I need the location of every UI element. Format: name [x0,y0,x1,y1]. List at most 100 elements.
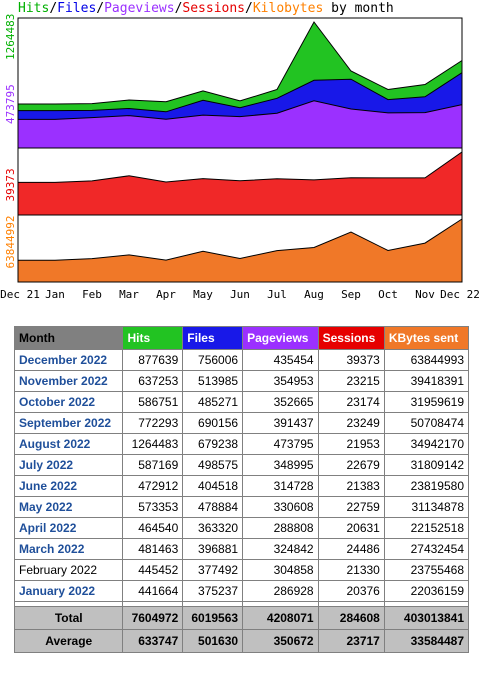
series-area-sessions [17,151,463,216]
cell-kbytes: 23819580 [383,475,470,497]
average-row-sessions: 23717 [317,629,385,653]
cell-kbytes: 31959619 [383,391,470,413]
month-link[interactable]: May 2022 [13,496,124,518]
cell-sessions: 22759 [317,496,385,518]
month-link[interactable]: January 2022 [13,580,124,602]
cell-hits: 464540 [122,517,184,539]
cell-kbytes: 63844993 [383,349,470,371]
month-link[interactable]: July 2022 [13,454,124,476]
cell-sessions: 23174 [317,391,385,413]
table-row: July 2022 587169 498575 348995 22679 31809142 [13,454,470,476]
month-link[interactable]: March 2022 [13,538,124,560]
title-part-3: / [96,1,105,16]
cell-files: 485271 [182,391,244,413]
cell-hits: 586751 [122,391,184,413]
title-part-9: by month [323,1,394,16]
cell-sessions: 39373 [317,349,385,371]
monthly-stats-table: Month Hits Files Pageviews Sessions KBytes se… [13,326,470,653]
x-tick-label-10: Oct [378,288,398,301]
title-part-0: Hits [18,1,50,16]
month-link[interactable]: December 2022 [13,349,124,371]
table-row: August 2022 1264483 679238 473795 21953 34942… [13,433,470,455]
cell-pageviews: 304858 [242,559,319,581]
table-row: September 2022 772293 690156 391437 23249 507… [13,412,470,434]
average-row-label: Average [13,629,124,653]
cell-kbytes: 39418391 [383,370,470,392]
cell-pageviews: 288808 [242,517,319,539]
total-row-kbytes: 403013841 [383,606,470,630]
month-link: February 2022 [13,559,124,581]
cell-files: 478884 [182,496,244,518]
cell-sessions: 24486 [317,538,385,560]
cell-hits: 573353 [122,496,184,518]
cell-kbytes: 50708474 [383,412,470,434]
cell-files: 756006 [182,349,244,371]
average-row-kbytes: 33584487 [383,629,470,653]
cell-kbytes: 23755468 [383,559,470,581]
series-area-kilobytes [17,218,463,283]
table-spacer [13,601,470,607]
col-header-hits: Hits [122,326,184,350]
cell-files: 396881 [182,538,244,560]
title-part-2: Files [57,1,97,16]
cell-kbytes: 34942170 [383,433,470,455]
x-tick-label-11: Nov [415,288,435,301]
col-header-sessions: Sessions [317,326,385,350]
col-header-files: Files [182,326,244,350]
month-link[interactable]: October 2022 [13,391,124,413]
table-row: April 2022 464540 363320 288808 20631 2215251… [13,517,470,539]
total-row-hits: 7604972 [122,606,184,630]
total-row-sessions: 284608 [317,606,385,630]
cell-hits: 472912 [122,475,184,497]
average-row-hits: 633747 [122,629,184,653]
month-link[interactable]: August 2022 [13,433,124,455]
x-tick-label-7: Jul [267,288,287,301]
cell-kbytes: 22152518 [383,517,470,539]
cell-files: 513985 [182,370,244,392]
cell-pageviews: 324842 [242,538,319,560]
cell-hits: 481463 [122,538,184,560]
x-tick-label-0: Dec 21 [0,288,40,301]
x-tick-label-6: Jun [230,288,250,301]
table-row: December 2022 877639 756006 435454 39373 6384… [13,349,470,371]
cell-hits: 445452 [122,559,184,581]
cell-pageviews: 435454 [242,349,319,371]
cell-pageviews: 314728 [242,475,319,497]
col-header-month: Month [13,326,124,350]
cell-kbytes: 27432454 [383,538,470,560]
title-part-8: Kilobytes [252,1,324,16]
x-tick-label-3: Mar [119,288,139,301]
month-link[interactable]: November 2022 [13,370,124,392]
cell-hits: 877639 [122,349,184,371]
cell-hits: 587169 [122,454,184,476]
cell-pageviews: 330608 [242,496,319,518]
x-tick-label-2: Feb [82,288,102,301]
cell-sessions: 20376 [317,580,385,602]
cell-pageviews: 348995 [242,454,319,476]
cell-sessions: 21383 [317,475,385,497]
cell-files: 377492 [182,559,244,581]
title-part-6: Sessions [182,1,246,16]
cell-kbytes: 22036159 [383,580,470,602]
title-part-7: / [245,1,253,16]
cell-pageviews: 473795 [242,433,319,455]
cell-sessions: 21953 [317,433,385,455]
cell-kbytes: 31134878 [383,496,470,518]
month-link[interactable]: September 2022 [13,412,124,434]
axis-label-panel-1: 39373 [4,168,17,201]
month-link[interactable]: April 2022 [13,517,124,539]
cell-sessions: 22679 [317,454,385,476]
month-link[interactable]: June 2022 [13,475,124,497]
table-row: January 2022 441664 375237 286928 20376 22036… [13,580,470,602]
x-tick-label-5: May [193,288,213,301]
axis-label-panel-2: 63844992 [4,216,17,269]
cell-hits: 441664 [122,580,184,602]
cell-files: 679238 [182,433,244,455]
table-row: November 2022 637253 513985 354953 23215 3941… [13,370,470,392]
series-area-pageviews [17,100,463,149]
x-tick-label-4: Apr [156,288,176,301]
total-row-label: Total [13,606,124,630]
col-header-kbytes-sent: KBytes sent [383,326,470,350]
table-row: June 2022 472912 404518 314728 21383 23819580 [13,475,470,497]
cell-files: 375237 [182,580,244,602]
